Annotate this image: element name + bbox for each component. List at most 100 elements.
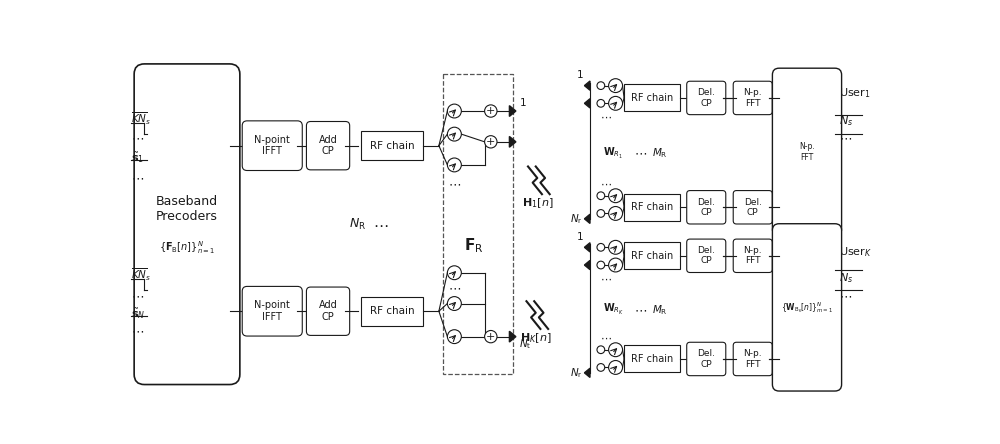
Text: $\mathbf{H}_K[n]$: $\mathbf{H}_K[n]$ [520,331,552,345]
FancyBboxPatch shape [242,121,302,170]
FancyBboxPatch shape [733,342,772,376]
Text: $\cdots$: $\cdots$ [131,131,144,144]
FancyBboxPatch shape [134,64,240,385]
Bar [624,194,680,221]
Text: $\mathbf{F}_\mathrm{R}$: $\mathbf{F}_\mathrm{R}$ [464,236,484,255]
Text: Del.
CP: Del. CP [697,88,715,107]
Text: RF chain: RF chain [370,141,415,151]
Text: $\cdots$: $\cdots$ [600,333,611,343]
FancyBboxPatch shape [687,239,726,273]
Circle shape [609,240,623,254]
Text: 1: 1 [577,70,584,80]
Circle shape [609,189,623,202]
Text: User$_K$: User$_K$ [839,245,872,259]
Text: $\cdots$: $\cdots$ [839,289,852,302]
Text: $\overline{KN}_s$: $\overline{KN}_s$ [131,267,151,283]
Text: Del.
CP: Del. CP [697,198,715,217]
Text: +: + [486,106,495,116]
Circle shape [597,364,605,371]
Text: $N_s$: $N_s$ [839,114,853,128]
FancyBboxPatch shape [687,81,726,115]
Circle shape [485,105,497,117]
Text: $\mathbf{W}_{R_K}$: $\mathbf{W}_{R_K}$ [603,302,624,317]
Text: $\cdots$: $\cdots$ [131,171,144,185]
Text: $\cdots$: $\cdots$ [634,303,647,316]
Text: RF chain: RF chain [631,251,673,261]
FancyBboxPatch shape [733,190,772,224]
Text: N-p.
FFT: N-p. FFT [743,88,762,107]
Polygon shape [584,81,590,90]
Circle shape [609,343,623,357]
Circle shape [609,96,623,110]
FancyBboxPatch shape [687,342,726,376]
Circle shape [485,136,497,148]
Text: RF chain: RF chain [370,306,415,316]
Text: $\cdots$: $\cdots$ [600,274,611,284]
Text: $\cdots$: $\cdots$ [448,281,461,295]
Text: $N_s$: $N_s$ [839,271,853,285]
FancyBboxPatch shape [733,81,772,115]
Circle shape [597,210,605,217]
Text: $N_\mathrm{t}$: $N_\mathrm{t}$ [519,337,531,351]
Text: Add
CP: Add CP [319,135,337,156]
Polygon shape [584,261,590,270]
Polygon shape [584,99,590,108]
Text: +: + [486,332,495,341]
Text: $\tilde{\mathbf{s}}_1$: $\tilde{\mathbf{s}}_1$ [131,150,144,165]
Text: N-point
IFFT: N-point IFFT [254,135,290,156]
Text: $\cdots$: $\cdots$ [839,131,852,144]
Text: Del.
CP: Del. CP [744,198,762,217]
FancyBboxPatch shape [772,68,842,235]
Text: $\cdots$: $\cdots$ [131,324,144,337]
Text: User$_1$: User$_1$ [839,87,870,100]
Text: $\cdots$: $\cdots$ [634,147,647,160]
Text: $\{\mathbf{F}_\mathrm{B}[n]\}_{n=1}^N$: $\{\mathbf{F}_\mathrm{B}[n]\}_{n=1}^N$ [159,239,215,256]
Text: RF chain: RF chain [631,202,673,212]
Text: $M_\mathrm{R}$: $M_\mathrm{R}$ [652,303,668,317]
Bar [361,297,423,326]
Text: $\cdots$: $\cdots$ [600,179,611,189]
Circle shape [609,258,623,272]
Text: $N_\mathrm{R}$: $N_\mathrm{R}$ [349,217,366,232]
FancyBboxPatch shape [242,286,302,336]
Text: $\cdots$: $\cdots$ [448,178,461,190]
Circle shape [597,82,605,90]
Text: $\mathbf{H}_1[n]$: $\mathbf{H}_1[n]$ [522,197,553,210]
Text: $\tilde{\mathbf{s}}_N$: $\tilde{\mathbf{s}}_N$ [131,306,146,321]
Polygon shape [584,243,590,252]
Circle shape [597,346,605,353]
Text: N-p.
FFT: N-p. FFT [743,349,762,369]
Circle shape [597,99,605,107]
Bar [624,242,680,269]
Polygon shape [509,106,516,116]
Text: RF chain: RF chain [631,93,673,103]
Circle shape [485,330,497,343]
Polygon shape [509,331,516,342]
Polygon shape [584,368,590,377]
Bar [624,84,680,111]
Text: 1: 1 [520,98,527,108]
Text: 1: 1 [577,231,584,242]
Text: $\cdots$: $\cdots$ [373,217,388,232]
Circle shape [597,243,605,251]
Text: $N_\mathrm{r}$: $N_\mathrm{r}$ [570,366,582,380]
Text: $\overline{KN}_s$: $\overline{KN}_s$ [131,111,151,127]
Text: $\mathbf{W}_{R_1}$: $\mathbf{W}_{R_1}$ [603,146,623,161]
FancyBboxPatch shape [687,190,726,224]
Text: Add
CP: Add CP [319,301,337,322]
Text: N-p.
FFT: N-p. FFT [799,142,815,162]
Text: $M_\mathrm{R}$: $M_\mathrm{R}$ [652,147,668,160]
FancyBboxPatch shape [733,239,772,273]
Circle shape [597,192,605,200]
Text: $\cdots$: $\cdots$ [131,289,144,302]
FancyBboxPatch shape [306,287,350,335]
Bar [361,131,423,160]
Bar [624,345,680,373]
Bar [443,74,512,374]
Circle shape [447,297,461,310]
Circle shape [447,266,461,280]
Circle shape [447,158,461,172]
Text: +: + [486,137,495,147]
Text: RF chain: RF chain [631,354,673,364]
Text: N-point
IFFT: N-point IFFT [254,301,290,322]
